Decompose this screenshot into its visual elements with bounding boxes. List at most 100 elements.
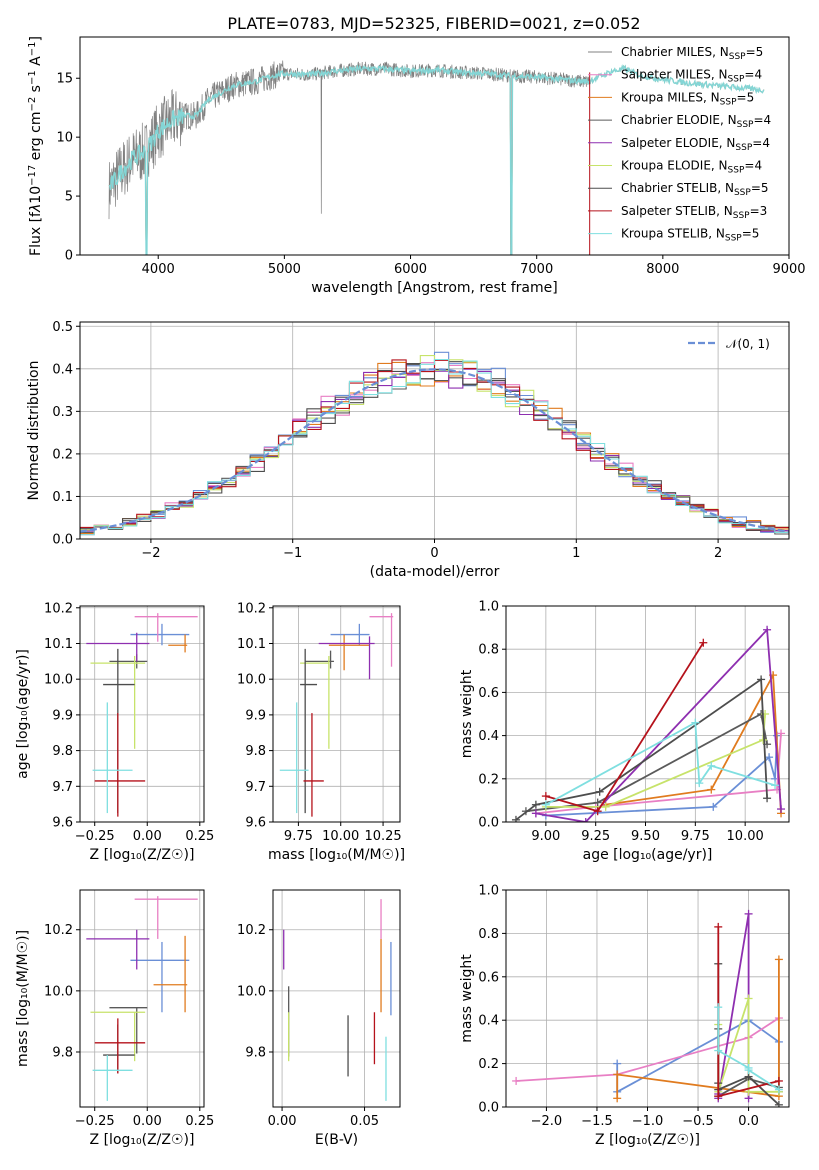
series-marker-kroupa-stelib [774,1085,783,1094]
legend-text: Chabrier ELODIE, N [621,113,737,127]
x-axis-label: age [log₁₀(age/yr)] [583,847,713,863]
y-tick-label: 1.0 [478,600,499,615]
y-axis-label: mass weight [459,954,475,1043]
x-tick-label: 4000 [142,262,175,277]
x-tick-label: 0.0 [738,1114,759,1129]
legend-text: Salpeter ELODIE, N [621,136,735,150]
legend-entry: Salpeter MILES, NSSP=4 [621,68,762,85]
plot-area [80,351,789,536]
panel-age-vs-mass: 9.75 10.00 10.25 9.6 9.7 9.8 9.9 10.0 10.1 10.2 ma… [237,601,405,863]
x-tick-label: −0.25 [75,1114,115,1129]
series-line-salpeter-stelib [545,642,705,813]
spectrum-data-line [108,60,591,255]
legend-entry: Kroupa STELIB, NSSP=5 [621,227,759,244]
axes-frame [272,605,401,823]
y-tick-label: 10.2 [237,601,266,616]
y-axis-label: mass [log₁₀(M/M☉)] [15,930,31,1067]
axes-frame [79,605,205,823]
y-tick-label: 9.6 [52,816,73,831]
x-tick-label: 0.25 [185,829,214,844]
legend-sub: SSP [720,97,737,107]
series-marker-salpeter-stelib [699,638,708,647]
series-marker-kroupa-stelib [541,800,550,809]
errorbar-salpeter-stelib [94,1018,146,1074]
series-line-kroupa-miles [616,959,780,1099]
series-marker-kroupa-stelib [695,779,704,788]
legend-entry: Chabrier STELIB, NSSP=5 [621,181,769,198]
y-axis-label: Normed distribution [26,361,42,501]
y-tick-label: 10.1 [237,637,266,652]
errorbar-kroupa-stelib [92,1055,133,1101]
errorbar-chabrier-miles [130,623,190,646]
legend-entry: Chabrier ELODIE, NSSP=4 [621,113,771,130]
spectrum-model-line [108,63,765,255]
x-tick-label: 8000 [646,262,679,277]
x-tick-label: 7000 [520,262,553,277]
y-tick-label: 9.7 [52,780,73,795]
x-tick-label: 2 [714,546,722,561]
plot-area [86,613,198,817]
legend-text: Kroupa ELODIE, N [621,159,728,173]
y-label-part: −17 [27,165,38,186]
errorbar-chabrier-elodie [305,650,334,669]
legend-sub: SSP [735,143,752,153]
series-marker-chabrier-stelib [757,675,766,684]
x-tick-label: −1.5 [581,1114,613,1129]
errorbar-chabrier-elodie [109,654,148,669]
series-marker-kroupa-miles [613,1070,622,1079]
series-marker-kroupa-miles [613,1094,622,1103]
legend-suffix: =4 [753,113,771,127]
series-marker-chabrier-miles [613,1059,622,1068]
panel-mass-weight-vs-metallicity: −2.0 −1.5 −1.0 −0.5 0.0 0.0 0.2 0.4 0.6 0.8 1.0 Z [… [459,884,790,1148]
y-tick-label: 15 [56,72,73,87]
y-tick-label: 0 [65,249,73,264]
y-tick-label: 10.0 [44,673,73,688]
series-marker-kroupa-stelib [714,1046,723,1055]
y-tick-label: 0.0 [52,533,73,548]
y-tick-label: 0.8 [478,927,499,942]
x-axis-label: Z [log₁₀(Z/Z☉)] [90,1132,195,1148]
series-line-salpeter-elodie [717,913,750,1099]
x-tick-label: 1 [572,546,580,561]
figure-title: PLATE=0783, MJD=52325, FIBERID=0021, z=0… [227,14,640,33]
y-tick-label: 0.3 [52,405,73,420]
y-label-part: −2 [27,97,38,112]
y-tick-label: 9.8 [52,744,73,759]
x-tick-label: 0.05 [350,1114,379,1129]
series-marker-salpeter-elodie [777,805,786,814]
y-label-part: 10 [28,186,44,204]
plot-area [511,625,786,822]
y-tick-label: 9.8 [245,744,266,759]
series-line-salpeter-miles [535,733,782,815]
y-label-part: λ [28,204,44,213]
y-tick-label: 9.8 [245,1045,266,1060]
legend-text: Salpeter STELIB, N [621,204,733,218]
x-tick-label: 9.00 [531,829,560,844]
series-marker-salpeter-stelib [541,792,550,801]
x-tick-label: 0 [430,546,438,561]
series-marker-kroupa-stelib [771,781,780,790]
legend-sub: SSP [728,166,745,176]
series-marker-kroupa-stelib [714,1003,723,1012]
y-tick-label: 0.4 [478,1014,499,1029]
legend-suffix: =5 [746,45,764,59]
x-tick-label: −0.25 [75,829,115,844]
x-tick-label: −1.0 [632,1114,664,1129]
y-tick-label: 5 [65,190,73,205]
y-tick-label: 9.9 [245,708,266,723]
legend-sub: SSP [734,188,751,198]
legend-text: Kroupa MILES, N [621,90,720,104]
panel-mass-vs-ebv: 0.00 0.05 9.8 10.0 10.2 E(B-V) [237,889,401,1148]
y-label-part: erg cm [28,112,44,165]
panel-residual-histogram: −2 −1 0 1 2 0.0 0.1 0.2 0.3 0.4 0.5 (data-model)/er… [26,320,790,580]
axes-frame [505,605,790,823]
x-tick-label: −0.5 [682,1114,714,1129]
legend-entry: Chabrier MILES, NSSP=5 [621,45,763,62]
series-marker-kroupa-miles [707,785,716,794]
series-marker-chabrier-miles [765,753,774,762]
errorbar-salpeter-elodie [86,632,150,662]
series-line-salpeter-elodie [535,627,782,822]
y-tick-label: 0.0 [478,1101,499,1116]
series-marker-kroupa-stelib [744,1066,753,1075]
legend-entry: 𝒩(0, 1) [726,337,770,351]
